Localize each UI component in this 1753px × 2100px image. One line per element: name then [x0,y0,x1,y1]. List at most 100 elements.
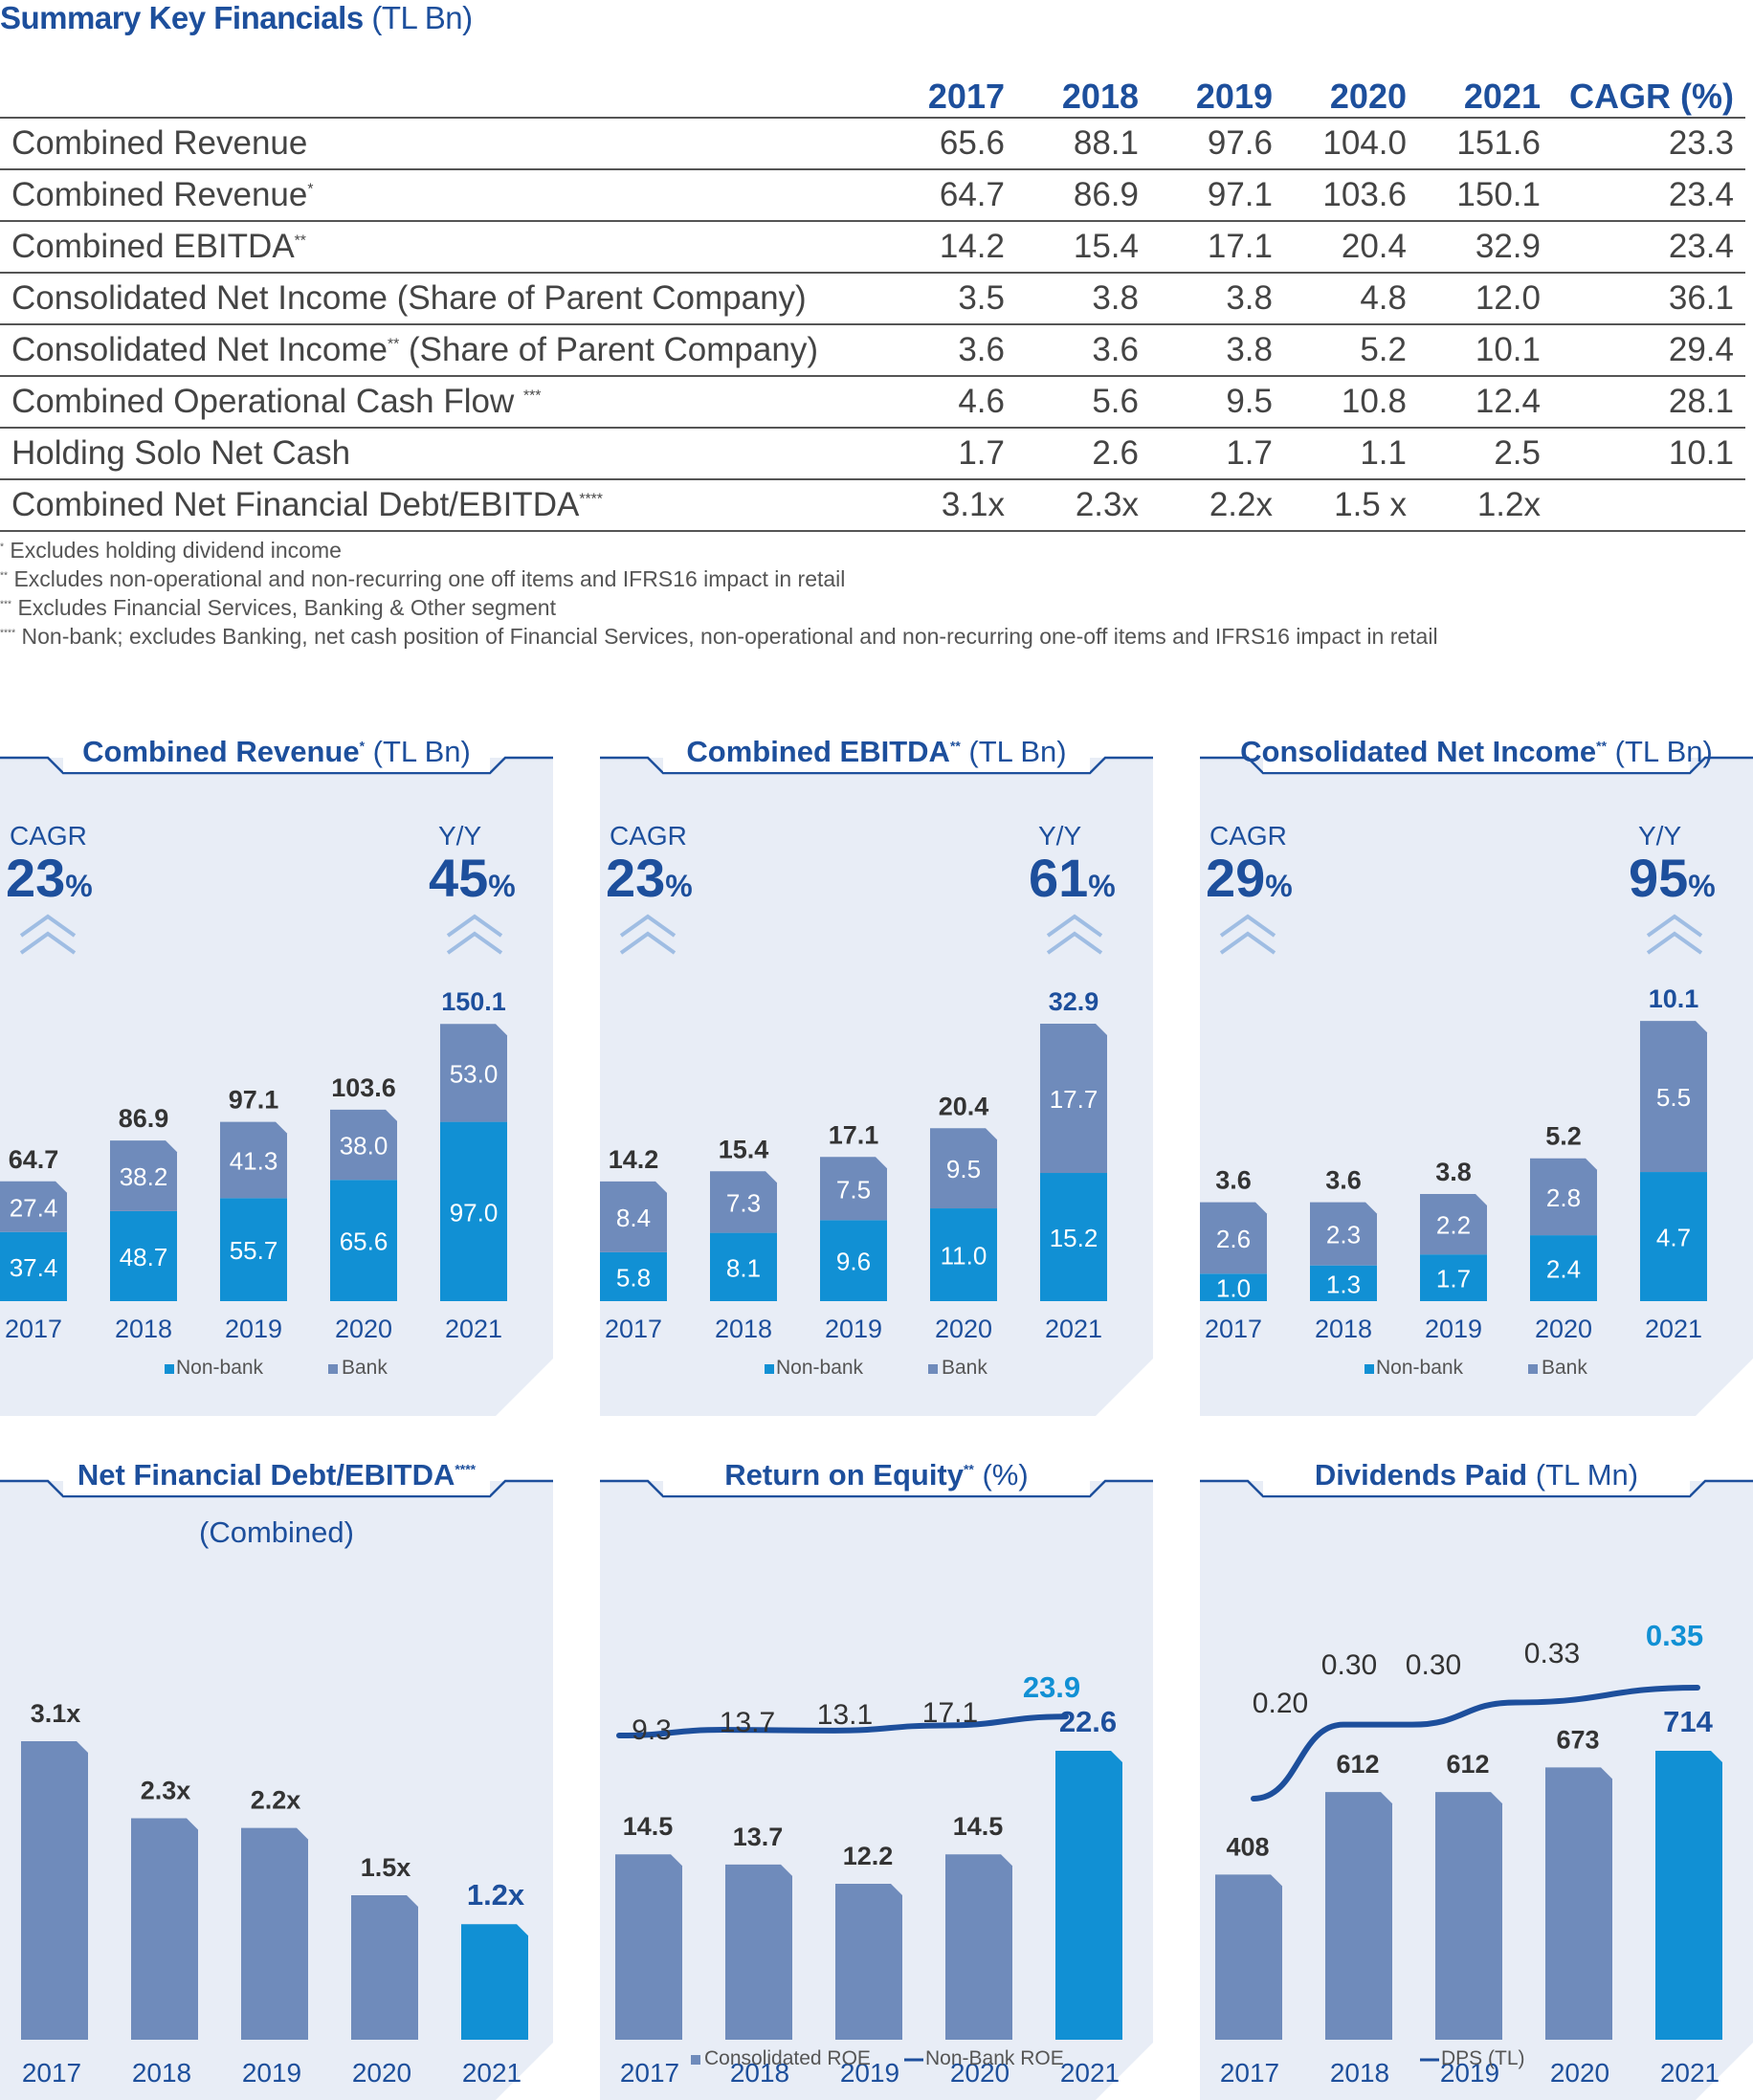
bar-group: 1.7 2.2 3.8 2019 [1420,1158,1487,1343]
roe-panel: 14.5 2017 13.7 2018 12.2 2019 14.5 2020 22.6 2021… [600,1458,1153,2100]
row-label-text: Combined Revenue [11,176,308,213]
table-cell: 97.1 [1150,168,1284,221]
row-label-suffix: (Share of Parent Company) [399,331,818,368]
table-cell: 2.2x [1150,478,1284,532]
row-label: Combined Revenue* [0,168,884,221]
bar [131,1818,198,2040]
row-label-text: Consolidated Net Income (Share of Parent… [11,279,807,317]
line-value-label: 23.9 [1023,1670,1080,1704]
bar [615,1854,682,2040]
legend-label-roe: Consolidated ROE [704,2047,871,2069]
bar-bank [330,1109,397,1181]
nonbank-value-label: 37.4 [10,1253,58,1282]
bar-group: 13.7 2018 [725,1823,792,2088]
table-cell: 1.5 x [1284,478,1418,532]
total-value-label: 32.9 [1049,987,1099,1016]
bank-value-label: 2.2 [1436,1211,1471,1240]
x-tick-label: 2019 [1425,1315,1482,1343]
bar-group: 3.1x 2017 [21,1699,88,2088]
nonbank-value-label: 5.8 [616,1263,651,1292]
row-label: Holding Solo Net Cash [0,427,884,479]
bar-group: 22.6 2021 [1055,1705,1122,2088]
nonbank-value-label: 4.7 [1656,1224,1691,1252]
panel-title-sup: * [359,738,365,754]
bar [945,1854,1012,2040]
col-header: CAGR (%) [1552,67,1745,119]
bank-value-label: 9.5 [946,1155,981,1183]
legend-swatch-bank [1528,1364,1538,1374]
bar-bank [110,1140,177,1211]
bank-value-label: 2.3 [1326,1221,1361,1249]
bar-group: 673 2020 [1545,1725,1612,2088]
table-cell: 103.6 [1284,168,1418,221]
x-tick-label: 2018 [730,2058,789,2088]
cagr-value: 23% [606,851,693,913]
bar [1215,1874,1282,2040]
x-tick-label: 2017 [605,1315,662,1343]
bar-group: 37.4 27.4 64.7 2017 [0,1145,67,1343]
footnote-mark: ** [0,570,9,582]
row-label-text: Combined Operational Cash Flow [11,383,523,420]
yoy-label: Y/Y [438,821,482,851]
title-rule [1200,756,1753,775]
page-title: Summary Key Financials (TL Bn) [0,0,473,36]
percent-sign: % [1265,869,1293,903]
bar-bank [820,1157,887,1221]
cagr-number: 29 [1206,848,1266,908]
table-cell: 1.7 [884,427,1016,479]
legend-label-nonbank: Non-bank [176,1357,264,1379]
bar-group: 612 2019 [1435,1750,1502,2088]
bar-nonbank [1040,1173,1107,1301]
bar-bank [930,1128,997,1209]
summary-table: 2017 2018 2019 2020 2021 CAGR (%) Combin… [0,67,1745,532]
col-header: 2017 [884,67,1016,119]
combined-ebitda-panel: 5.8 8.4 14.2 2017 8.1 7.3 15.4 2018 9.6 7.5 17.1 20… [600,735,1153,1416]
legend-swatch-nonbank [1365,1364,1374,1374]
yoy-number: 95 [1629,848,1689,908]
nonbank-value-label: 1.3 [1326,1270,1361,1298]
table-row: Combined Net Financial Debt/EBITDA**** 3.… [0,478,1745,532]
bar-bank [1200,1202,1267,1274]
table-cell: 3.5 [884,272,1016,324]
x-tick-label: 2017 [5,1315,62,1343]
table-cell: 65.6 [884,117,1016,169]
panel-title-sup: **** [455,1461,477,1477]
legend-swatch-nonbank [765,1364,774,1374]
table-cell: 20.4 [1284,220,1418,273]
title-backdrop [63,737,490,772]
bar-nonbank [1640,1172,1707,1301]
footnote-text: Excludes holding dividend income [4,538,342,563]
title-backdrop [1263,737,1690,772]
footnote-mark: * [0,542,5,553]
bank-value-label: 38.0 [340,1132,388,1161]
nonbank-value-label: 2.4 [1546,1255,1581,1284]
x-tick-label: 2020 [335,1315,392,1343]
row-label-text: Combined EBITDA [11,228,295,265]
footnote-text: Excludes non-operational and non-recurri… [8,566,846,591]
footnote-text: Excludes Financial Services, Banking & O… [11,595,556,620]
percent-sign: % [1688,869,1716,903]
table-cell: 32.9 [1418,220,1552,273]
table-cell [1552,478,1745,532]
nonbank-value-label: 55.7 [230,1236,278,1265]
bar-bank [1530,1158,1597,1236]
table-cell: 14.2 [884,220,1016,273]
table-row: Consolidated Net Income (Share of Parent… [0,272,1745,324]
table-cell: 17.1 [1150,220,1284,273]
bar-value-label: 673 [1556,1725,1599,1754]
nonbank-value-label: 11.0 [941,1242,987,1271]
cagr-label: CAGR [10,821,87,851]
bar-nonbank [1310,1265,1377,1301]
chevron-up-icon [619,914,677,955]
table-row: Combined Revenue 65.6 88.1 97.6 104.0 151.6 23… [0,117,1745,169]
percent-sign: % [665,869,693,903]
chevron-up-icon [19,914,77,955]
row-label-text: Combined Revenue [11,124,308,162]
cagr-number: 23 [6,848,66,908]
bar-group: 14.5 2020 [945,1812,1012,2088]
title-backdrop [663,1460,1090,1495]
total-value-label: 97.1 [229,1086,279,1115]
table-cell: 36.1 [1552,272,1745,324]
bank-value-label: 53.0 [450,1059,499,1088]
title-text: Summary Key Financials [0,0,364,35]
